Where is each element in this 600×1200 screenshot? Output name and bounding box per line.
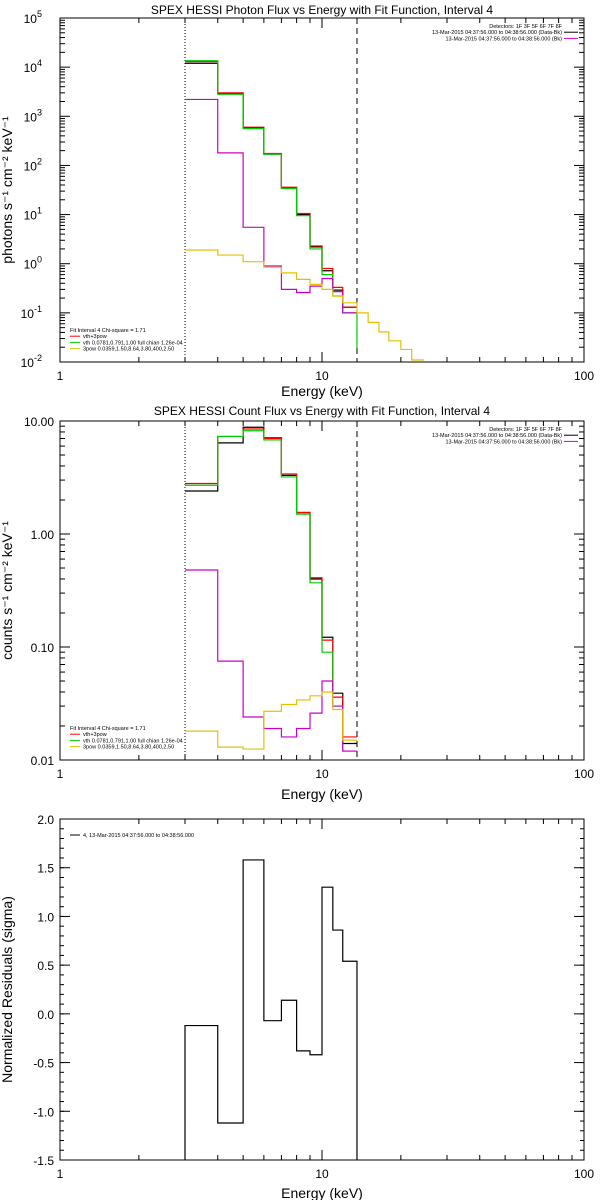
y-tick-label: 1.5: [37, 862, 54, 876]
series-step-line: [185, 691, 357, 750]
y-tick-base: 10: [24, 159, 38, 173]
legend-entry: 3pow 0.0359,1.50,8.64,3.80,400,2.50: [83, 745, 174, 751]
legend-entry: 4, 13-Mar-2015 04:37:56.000 to 04:38:56.…: [83, 833, 194, 839]
legend-entry: vth 0.0781,0.791,1.00 full chian 1.26e-0…: [83, 738, 183, 744]
y-tick-exponent: 5: [37, 9, 42, 19]
y-tick-label: -1.5: [33, 1154, 54, 1168]
y-tick-label: 1.0: [37, 910, 54, 924]
y-tick-label: 104: [24, 58, 42, 75]
photon-flux-panel: SPEX HESSI Photon Flux vs Energy with Fi…: [0, 3, 594, 399]
y-tick-exponent: 3: [37, 107, 42, 117]
y-tick-label: 105: [24, 9, 42, 26]
series-step-line: [185, 430, 357, 752]
legend-entry: Fit Interval 4 Chi-square = 1.71: [70, 328, 146, 334]
series-group: [184, 859, 358, 1160]
y-tick-label: 10-2: [21, 353, 42, 370]
series-step-line: [184, 859, 358, 1160]
legend-entry: 13-Mar-2015 04:37:56.000 to 04:38:56.000…: [432, 30, 562, 36]
x-tick-label: 1: [57, 1167, 64, 1181]
y-tick-label: 0.0: [37, 1008, 54, 1022]
legend-entry: 13-Mar-2015 04:37:56.000 to 04:38:56.000…: [446, 439, 563, 445]
y-tick-base: 10: [21, 307, 35, 321]
y-tick-base: 10: [24, 110, 38, 124]
legend-entry: Fit Interval 4 Chi-square = 1.71: [70, 726, 146, 732]
y-tick-exponent: -1: [34, 304, 42, 314]
y-tick-label: 10.00: [24, 415, 54, 429]
y-tick-label: 0.01: [31, 754, 55, 768]
y-tick-base: 10: [24, 258, 38, 272]
x-axis-label: Energy (keV): [281, 383, 363, 399]
x-tick-label: 100: [574, 1167, 594, 1181]
y-tick-label: 100: [24, 255, 42, 272]
x-tick-label: 1: [57, 767, 64, 781]
y-tick-exponent: 4: [37, 58, 42, 68]
y-tick-base: 10: [21, 356, 35, 370]
series-group: [185, 426, 357, 752]
x-tick-label: 10: [315, 369, 329, 383]
x-tick-label: 1: [57, 369, 64, 383]
x-axis-label: Energy (keV): [281, 1185, 363, 1200]
y-tick-label: 0.10: [31, 641, 55, 655]
y-tick-label: 1.00: [31, 528, 55, 542]
series-step-line: [185, 426, 357, 745]
legend-entry: 13-Mar-2015 04:37:56.000 to 04:38:56.000…: [446, 36, 563, 42]
y-tick-label: 10-1: [21, 304, 42, 321]
residuals-panel: Energy (keV) Normalized Residuals (sigma)…: [0, 813, 594, 1200]
series-step-line: [185, 428, 357, 738]
y-tick-label: 2.0: [37, 813, 54, 827]
legend-entry: 13-Mar-2015 04:37:56.000 to 04:38:56.000…: [432, 433, 562, 439]
x-tick-label: 10: [315, 1167, 329, 1181]
legend-entry: vth+3pow: [83, 334, 107, 340]
chart-title: SPEX HESSI Count Flux vs Energy with Fit…: [154, 404, 490, 418]
y-tick-base: 10: [24, 209, 38, 223]
series-step-line: [185, 249, 424, 361]
y-tick-label: 0.5: [37, 959, 54, 973]
y-tick-label: -0.5: [33, 1057, 54, 1071]
legend-entry: vth+3pow: [83, 732, 107, 738]
legend-entry: Detectors: 1F 3F 5F 6F 7F 8F: [489, 24, 562, 30]
y-tick-exponent: 2: [37, 156, 42, 166]
x-tick-label: 100: [574, 767, 594, 781]
y-tick-label: -1.0: [33, 1105, 54, 1119]
chart-title: SPEX HESSI Photon Flux vs Energy with Fi…: [151, 3, 493, 17]
count-flux-panel: SPEX HESSI Count Flux vs Energy with Fit…: [0, 404, 594, 802]
legend-entry: Detectors: 1F 3F 5F 6F 7F 8F: [489, 427, 562, 433]
x-tick-label: 100: [574, 369, 594, 383]
x-axis-label: Energy (keV): [281, 786, 363, 802]
y-tick-exponent: 1: [37, 206, 42, 216]
y-tick-exponent: 0: [37, 255, 42, 265]
y-axis-label: photons s⁻¹ cm⁻² keV⁻¹: [0, 116, 15, 264]
plot-frame: [59, 17, 585, 363]
series-step-line: [185, 98, 357, 314]
series-group: [185, 60, 424, 361]
series-step-line: [185, 569, 357, 752]
y-tick-label: 103: [24, 107, 42, 124]
y-tick-exponent: -2: [34, 353, 42, 363]
y-axis-label: counts s⁻¹ cm⁻² keV⁻¹: [0, 521, 15, 660]
legend-entry: vth 0.0781,0.791,1.00 full chian 1.26e-0…: [83, 340, 183, 346]
y-tick-label: 102: [24, 156, 42, 173]
y-tick-label: 101: [24, 206, 42, 223]
x-tick-label: 10: [315, 767, 329, 781]
y-tick-base: 10: [24, 61, 38, 75]
series-step-line: [185, 60, 358, 349]
y-axis-label: Normalized Residuals (sigma): [0, 896, 15, 1083]
y-tick-base: 10: [24, 12, 38, 26]
legend-entry: 3pow 0.0359,1.50,8.64,3.80,400,2.50: [83, 347, 174, 353]
